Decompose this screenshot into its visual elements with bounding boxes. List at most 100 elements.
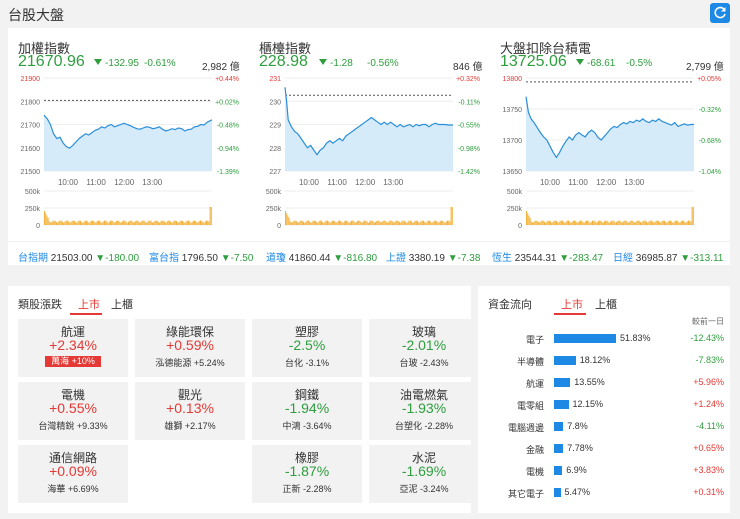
tab-otc[interactable]: 上櫃 xyxy=(595,299,617,311)
index-card-ex-tsmc[interactable]: 大盤扣除台積電 13725.06 -68.61 -0.5% 2,799 億 13… xyxy=(490,28,730,238)
volume-bar xyxy=(564,222,566,225)
tab-otc[interactable]: 上櫃 xyxy=(111,299,133,311)
volume-bar xyxy=(292,222,294,225)
volume-bar xyxy=(424,221,426,225)
volume-bar xyxy=(60,220,62,225)
sector-cell[interactable]: 玻璃 -2.01% 台玻 -2.43% xyxy=(369,319,479,377)
pct-tick-label: -0.94% xyxy=(217,146,239,153)
volume-bar xyxy=(153,221,155,225)
volume-bar xyxy=(382,221,384,225)
volume-bar xyxy=(93,221,95,225)
volume-bar xyxy=(161,220,163,225)
volume-bar xyxy=(146,222,147,225)
refresh-button[interactable] xyxy=(710,3,730,23)
fund-flow-row[interactable]: 其它電子 5.47% +0.31% xyxy=(478,482,730,504)
volume-bar xyxy=(557,222,559,225)
fund-flow-row[interactable]: 電子 51.83% -12.43% xyxy=(478,328,730,350)
volume-bar xyxy=(71,220,73,225)
volume-bar xyxy=(670,220,671,225)
tab-listed[interactable]: 上市 xyxy=(561,299,583,311)
volume-bar xyxy=(197,222,199,225)
sector-cell[interactable]: 觀光 +0.13% 雄獅 +2.17% xyxy=(135,382,245,440)
ticker-item-ftse[interactable]: 富台指 1796.50 ▼-7.50 xyxy=(149,253,254,264)
intraday-chart: 21900 +0.44% 21800 +0.02% 21700 -0.48% 21600 -0… xyxy=(21,76,239,230)
y-tick-label: 21900 xyxy=(21,76,41,83)
ticker-item-shanghai[interactable]: 上證 3380.19 ▼-7.38 xyxy=(386,253,481,264)
index-card-taiex[interactable]: 加權指數 21670.96 -132.95 -0.61% 2,982 億 219… xyxy=(8,28,248,238)
top-stock: 台塑化 -2.28% xyxy=(394,421,454,431)
volume-bar xyxy=(602,222,604,225)
volume-bar xyxy=(691,207,693,225)
volume-bar xyxy=(149,220,151,225)
volume-bar xyxy=(582,221,584,225)
volume-bar xyxy=(323,222,325,225)
volume-bar xyxy=(568,220,569,225)
industry-name: 其它電子 xyxy=(507,489,544,499)
industry-name: 金融 xyxy=(525,445,544,455)
sector-cell[interactable]: 塑膠 -2.5% 台化 -3.1% xyxy=(252,319,362,377)
sector-cell[interactable]: 橡膠 -1.87% 正新 -2.28% xyxy=(252,445,362,503)
volume-bar xyxy=(96,221,98,225)
change-vs-prev: +5.96% xyxy=(693,377,724,387)
top-stock: 正新 -2.28% xyxy=(282,484,332,494)
pct-tick-label: -0.55% xyxy=(458,123,480,130)
volume-bar xyxy=(680,221,682,225)
volume-bar xyxy=(417,221,418,225)
volume-bar xyxy=(401,221,403,225)
volume-bar xyxy=(411,221,412,225)
ticker-item-hangseng[interactable]: 恆生 23544.31 ▼-283.47 xyxy=(492,253,604,264)
volume-bar xyxy=(599,220,601,225)
fund-flow-row[interactable]: 電機 6.9% +3.83% xyxy=(478,460,730,482)
pct-tick-label: -0.32% xyxy=(699,107,721,114)
sector-cell[interactable]: 電機 +0.55% 台灣精銳 +9.33% xyxy=(18,382,128,440)
volume-bar xyxy=(182,220,183,225)
price-area xyxy=(44,115,212,171)
volume-bar xyxy=(586,220,587,225)
pct-tick-label: -0.11% xyxy=(458,99,480,106)
volume-bar xyxy=(423,220,424,225)
volume-bar xyxy=(378,220,380,225)
sector-cell[interactable]: 鋼鐵 -1.94% 中鴻 -3.64% xyxy=(252,382,362,440)
sector-cell[interactable]: 綠能環保 +0.59% 泓德能源 +5.24% xyxy=(135,319,245,377)
index-card-otc[interactable]: 櫃檯指數 228.98 -1.28 -0.56% 846 億 231 +0.32%… xyxy=(249,28,489,238)
volume-bar xyxy=(108,221,110,225)
volume-bar xyxy=(402,220,404,225)
sector-change: -1.87% xyxy=(284,463,330,479)
fund-flow-row[interactable]: 電腦週邊 7.8% -4.11% xyxy=(478,416,730,438)
fund-flow-row[interactable]: 半導體 18.12% -7.83% xyxy=(478,350,730,372)
fund-flow-row[interactable]: 航運 13.55% +5.96% xyxy=(478,372,730,394)
volume-bar xyxy=(366,221,368,225)
volume-bar xyxy=(630,220,632,225)
ticker-item-nikkei[interactable]: 日經 36985.87 ▼-313.11 xyxy=(613,253,724,264)
volume-bar xyxy=(526,211,527,225)
volume-bar xyxy=(164,221,165,225)
volume-bar xyxy=(553,220,555,225)
index-volume: 846 億 xyxy=(453,62,483,73)
sector-cell[interactable]: 航運 +2.34% 萬海 +10% xyxy=(18,319,128,377)
volume-bar xyxy=(595,222,597,225)
change-vs-prev: +0.65% xyxy=(693,443,724,453)
sector-cell[interactable]: 水泥 -1.69% 亞泥 -3.24% xyxy=(369,445,479,503)
volume-bar xyxy=(542,220,544,225)
volume-bar xyxy=(333,220,334,225)
sector-change: -2.5% xyxy=(288,337,326,353)
change-vs-prev: -12.43% xyxy=(690,333,724,343)
ticker-item-tx[interactable]: 台指期 21503.00 ▼-180.00 xyxy=(18,253,140,264)
sector-cell[interactable]: 油電燃氣 -1.93% 台塑化 -2.28% xyxy=(369,382,479,440)
volume-bar xyxy=(618,220,620,225)
sector-cell[interactable]: 通信網路 +0.09% 海華 +6.69% xyxy=(18,445,128,503)
top-stock: 亞泥 -3.24% xyxy=(399,484,449,494)
volume-bar xyxy=(390,220,392,225)
fund-flow-row[interactable]: 電零組 12.15% +1.24% xyxy=(478,394,730,416)
tab-listed[interactable]: 上市 xyxy=(78,299,100,311)
volume-bar xyxy=(400,222,402,225)
volume-bar xyxy=(183,221,185,225)
fund-flow-row[interactable]: 金融 7.78% +0.65% xyxy=(478,438,730,460)
x-tick-label: 13:00 xyxy=(624,178,645,187)
change-vs-prev: +0.31% xyxy=(693,487,724,497)
volume-bar xyxy=(136,220,138,225)
volume-bar xyxy=(533,222,535,225)
ticker-item-dow[interactable]: 道瓊 41860.44 ▼-816.80 xyxy=(266,253,378,264)
pct-tick-label: -1.39% xyxy=(217,169,239,176)
volume-bar xyxy=(321,220,322,225)
